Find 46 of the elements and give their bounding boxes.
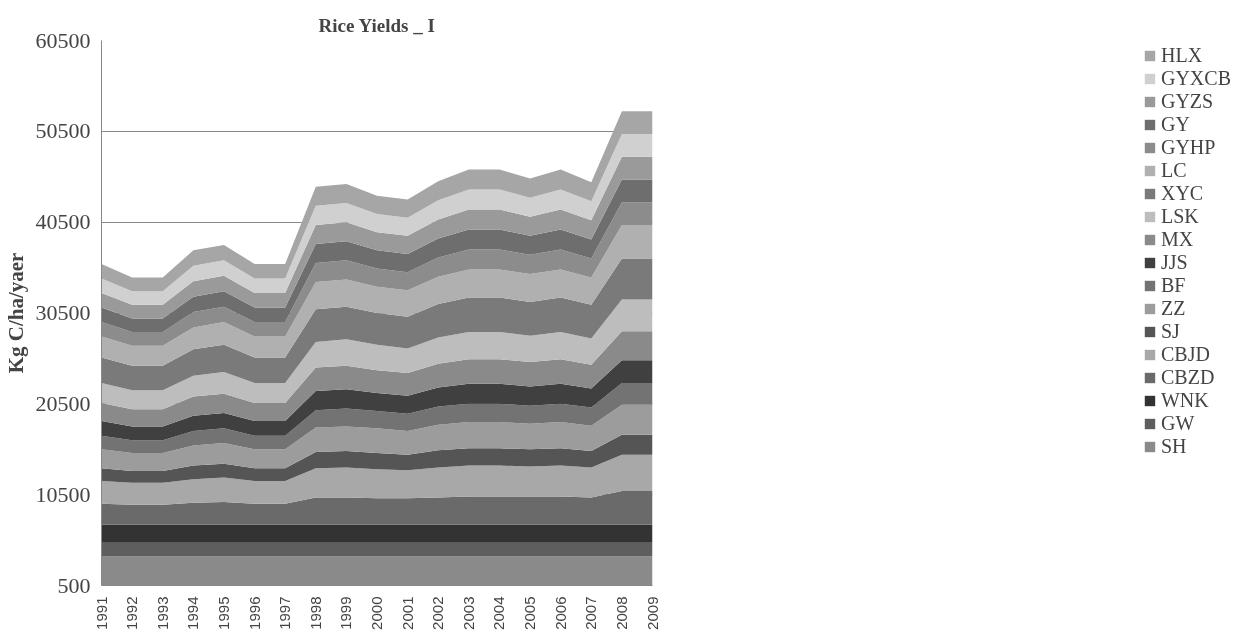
x-tick-label: 1998	[306, 596, 324, 630]
x-tick-label: 1995	[214, 596, 232, 630]
x-tick-label: 2006	[551, 596, 569, 630]
legend-label: GYXCB	[1160, 67, 1231, 90]
x-tick-label: 1999	[337, 596, 355, 630]
legend-label: MX	[1160, 228, 1194, 251]
x-tick-label: 2008	[612, 596, 630, 630]
x-tick-label: 2003	[459, 596, 477, 630]
y-tick-label: 50500	[35, 118, 91, 144]
legend-label: HLX	[1160, 44, 1203, 67]
x-tick-label: 2002	[429, 596, 447, 630]
x-tick-label: 2001	[398, 596, 416, 630]
legend-label: XYC	[1160, 182, 1204, 205]
y-tick-label: 20500	[35, 390, 91, 416]
x-tick-label: 2004	[490, 596, 508, 630]
legend-label: ZZ	[1160, 297, 1186, 320]
legend-label: JJS	[1160, 251, 1188, 274]
x-tick-label: 1992	[123, 596, 141, 630]
y-tick-label: 10500	[35, 481, 91, 507]
legend-label: SJ	[1160, 320, 1181, 343]
legend-label: CBZD	[1160, 366, 1215, 389]
y-tick-label: 40500	[35, 209, 91, 235]
x-tick-label: 2000	[368, 596, 385, 630]
legend-label: SH	[1160, 435, 1187, 458]
x-tick-label: 1996	[245, 596, 263, 630]
legend-label: LSK	[1160, 205, 1199, 228]
legend-label: BF	[1160, 274, 1186, 297]
legend-label: GYZS	[1160, 90, 1214, 113]
x-tick-label: 2007	[582, 596, 600, 630]
legend-label: GY	[1160, 113, 1190, 136]
x-tick-label: 1991	[92, 596, 110, 630]
legend-label: WNK	[1160, 389, 1209, 412]
y-tick-label: 500	[57, 572, 91, 598]
y-tick-label: 60500	[35, 27, 91, 53]
y-tick-label: 30500	[35, 300, 91, 325]
legend-label: GW	[1160, 412, 1195, 435]
legend-label: GYHP	[1160, 136, 1216, 159]
y-axis-title: Kg C/ha/yaer	[3, 252, 28, 374]
chart-title: Rice Yields _ I	[318, 14, 435, 36]
x-tick-label: 2005	[521, 596, 539, 630]
x-tick-label: 1994	[184, 596, 202, 630]
legend-label: LC	[1160, 159, 1187, 182]
legend-label: CBJD	[1160, 343, 1210, 366]
x-tick-label: 1993	[153, 596, 171, 630]
x-tick-label: 2009	[643, 596, 661, 630]
x-tick-label: 1997	[276, 596, 294, 630]
